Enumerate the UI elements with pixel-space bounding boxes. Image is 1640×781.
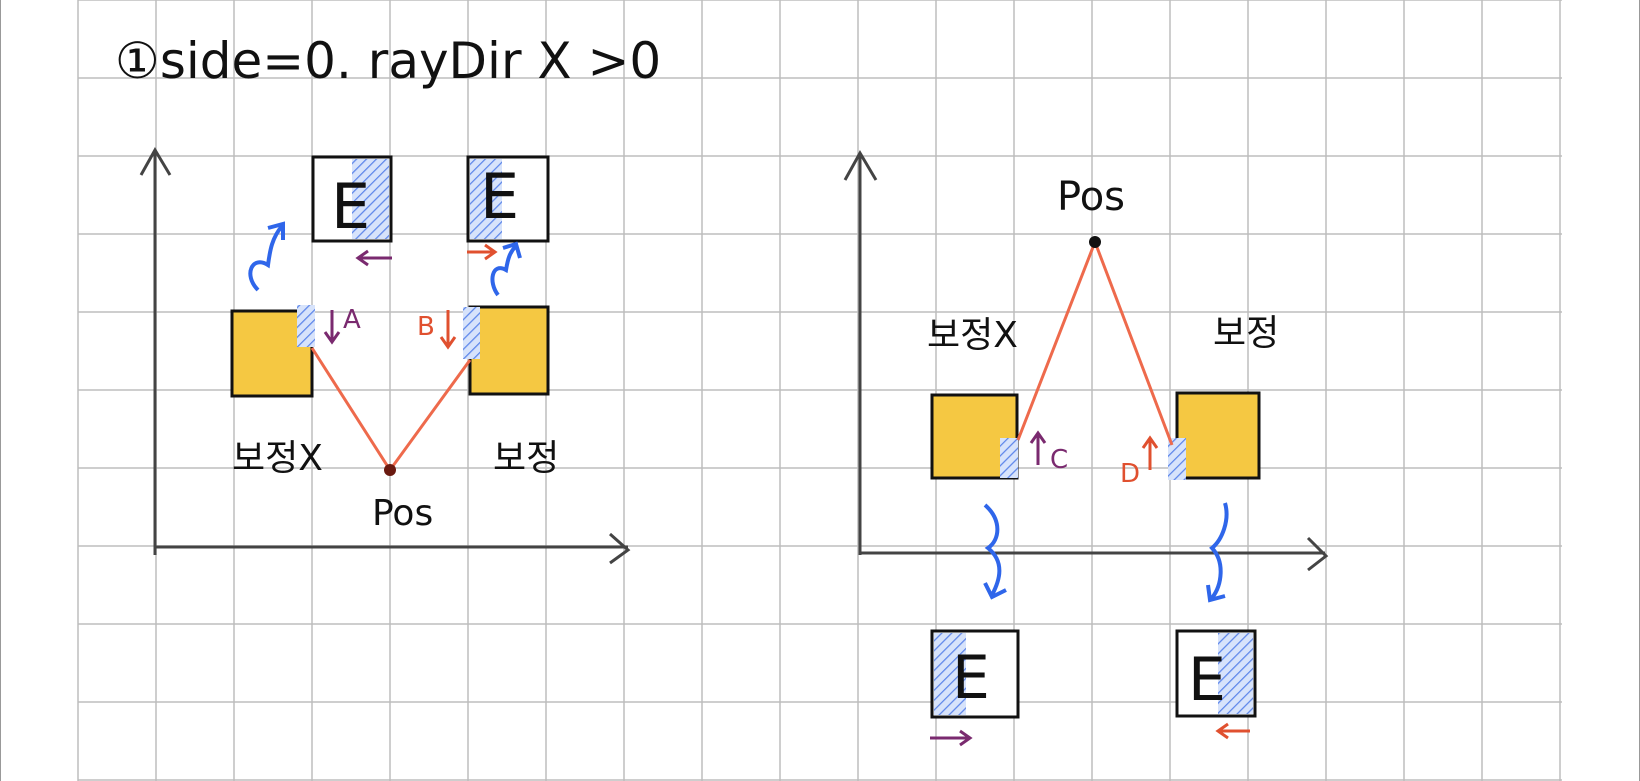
red-arrow-head [439, 336, 457, 350]
blue-curved-arrow [983, 503, 1002, 596]
red-arrow-head [1141, 435, 1159, 449]
hatched-hit-face [1168, 438, 1186, 480]
left-diagram: E E A B 보정X 보정 Pos [139, 147, 631, 565]
left-pos-point [384, 464, 396, 476]
pos-label: Pos [372, 493, 433, 534]
left-wall-block-correction [468, 305, 550, 396]
blue-arrow-head [267, 221, 285, 240]
diagram-title: ①side=0. rayDir X >0 [115, 32, 661, 90]
hatched-hit-face [297, 305, 315, 347]
right-block-label: 보정 [493, 438, 559, 479]
right-wall-block-correction [1175, 391, 1261, 480]
right-y-axis-arrow [843, 149, 878, 181]
left-block-label: 보정X [927, 315, 1018, 356]
blue-curved-arrow [248, 224, 284, 292]
red-arrow-head [484, 243, 498, 261]
red-arrow-head [1215, 722, 1229, 740]
right-pos-point [1089, 236, 1101, 248]
hatched-face [352, 159, 389, 239]
mark-a: A [343, 305, 361, 335]
left-top-left-box: E [311, 155, 393, 243]
pos-label: Pos [1057, 174, 1125, 220]
mark-c: C [1050, 445, 1068, 475]
right-ray-lines [1016, 237, 1174, 446]
right-block-label: 보정 [1213, 313, 1279, 354]
box-label: E [331, 170, 370, 243]
left-ray-lines [310, 347, 472, 473]
purple-arrow-head [1029, 430, 1047, 444]
blue-arrow-head [502, 241, 522, 259]
mark-b: B [417, 312, 435, 342]
left-x-axis-arrow [609, 532, 631, 565]
left-axes [139, 147, 631, 565]
blue-arrow-head [983, 582, 1007, 600]
right-bottom-left-box: E [930, 629, 1020, 719]
hatched-face [1218, 633, 1253, 714]
left-y-axis-arrow [139, 147, 172, 176]
box-label: E [952, 643, 990, 713]
hatched-face [934, 633, 966, 715]
right-x-axis-arrow [1306, 536, 1329, 572]
purple-arrow-head [355, 249, 369, 267]
blue-curved-arrow [490, 244, 518, 297]
purple-arrow-head [959, 729, 973, 747]
left-block-label: 보정X [232, 438, 323, 479]
box-label: E [480, 160, 519, 233]
blue-arrow-head [1206, 584, 1226, 603]
hatched-hit-face [463, 307, 480, 359]
blue-curved-arrow [1209, 502, 1229, 600]
right-axes [843, 149, 1329, 572]
left-top-right-box: E [466, 155, 550, 243]
box-label: E [1188, 645, 1226, 715]
purple-arrow-head [323, 331, 341, 345]
hatched-hit-face [1000, 438, 1018, 478]
mark-d: D [1120, 459, 1140, 489]
hatched-face [470, 159, 502, 239]
right-diagram: E E C D 보정X 보정 Pos [843, 149, 1329, 747]
right-bottom-right-box: E [1175, 629, 1257, 718]
